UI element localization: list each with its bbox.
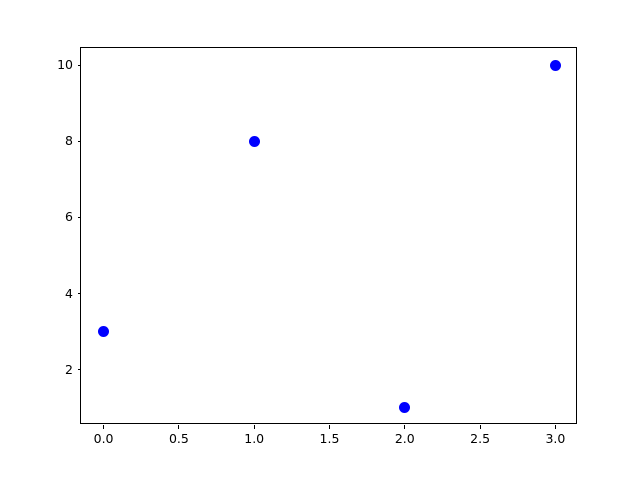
x-axis-tick bbox=[253, 425, 255, 429]
x-axis-tick-label: 1.0 bbox=[244, 431, 265, 446]
y-axis-tick-label: 8 bbox=[65, 133, 73, 149]
y-axis-tick-label: 4 bbox=[65, 285, 73, 301]
y-axis-tick bbox=[77, 293, 81, 295]
x-axis-tick-label: 0.0 bbox=[93, 431, 114, 446]
scatter-point bbox=[399, 402, 411, 414]
plot-axes: 0.0 0.5 1.0 1.5 2.0 2.5 3.0 2 4 6 8 10 bbox=[57, 47, 577, 446]
y-axis-tick bbox=[77, 369, 81, 371]
x-axis-tick bbox=[554, 425, 556, 429]
plot-area bbox=[81, 48, 576, 423]
x-axis-tick bbox=[328, 425, 331, 429]
x-axis-tick-label: 0.5 bbox=[168, 431, 189, 446]
x-axis-tick bbox=[103, 425, 105, 429]
x-axis-tick-label: 3.0 bbox=[545, 431, 566, 446]
y-axis-tick-label: 6 bbox=[65, 209, 73, 225]
x-axis-tick-label: 2.5 bbox=[470, 431, 491, 446]
x-axis-tick-label: 1.5 bbox=[319, 431, 340, 446]
x-axis-tick bbox=[404, 425, 406, 429]
scatter-point bbox=[248, 135, 260, 147]
y-axis-tick-label: 10 bbox=[57, 57, 73, 73]
x-axis-tick bbox=[479, 425, 481, 429]
y-axis-tick bbox=[77, 216, 81, 218]
x-axis-tick bbox=[178, 425, 180, 429]
y-axis-tick bbox=[77, 64, 81, 66]
scatter-point bbox=[98, 326, 110, 338]
y-axis-tick bbox=[77, 140, 81, 142]
y-axis-tick-label: 2 bbox=[65, 361, 73, 377]
scatter-point bbox=[549, 59, 561, 71]
x-axis-tick-label: 2.0 bbox=[394, 431, 415, 446]
